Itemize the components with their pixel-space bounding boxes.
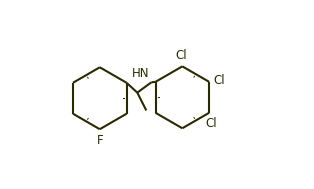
Text: HN: HN [132,67,149,81]
Text: F: F [96,134,103,147]
Text: Cl: Cl [213,74,225,87]
Text: Cl: Cl [176,49,187,62]
Text: Cl: Cl [205,118,217,130]
